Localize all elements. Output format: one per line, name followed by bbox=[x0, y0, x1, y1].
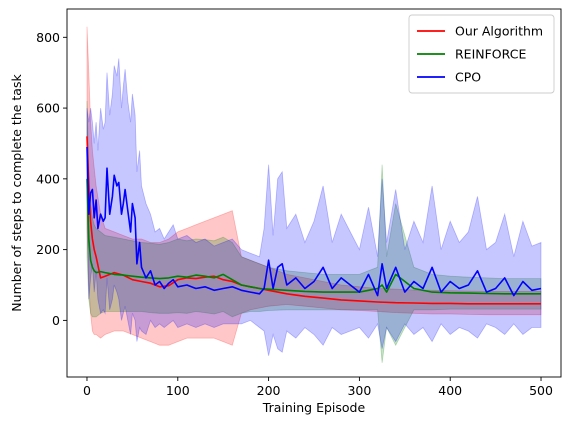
confidence-bands bbox=[86, 26, 542, 363]
y-tick-label: 600 bbox=[36, 101, 60, 116]
legend: Our Algorithm REINFORCE CPO bbox=[408, 14, 555, 94]
band-1 bbox=[86, 100, 542, 363]
x-tick-label: 400 bbox=[438, 383, 462, 398]
y-axis-label: Number of steps to complete the task bbox=[9, 74, 24, 312]
y-tick-label: 200 bbox=[36, 242, 60, 257]
y-tick-label: 400 bbox=[36, 171, 60, 186]
legend-box bbox=[408, 14, 555, 94]
legend-label: REINFORCE bbox=[455, 47, 526, 62]
series-line-2 bbox=[86, 146, 542, 297]
x-tick-label: 200 bbox=[257, 383, 281, 398]
band-2 bbox=[86, 58, 542, 356]
y-tick-label: 800 bbox=[36, 30, 60, 45]
x-tick-label: 300 bbox=[347, 383, 371, 398]
x-tick-label: 500 bbox=[529, 383, 553, 398]
y-tick-label: 0 bbox=[52, 313, 60, 328]
legend-label: CPO bbox=[455, 70, 481, 85]
x-tick-label: 100 bbox=[166, 383, 190, 398]
x-axis-ticks: 0 100 200 300 400 500 bbox=[83, 377, 553, 398]
legend-label: Our Algorithm bbox=[455, 24, 543, 39]
x-axis-label: Training Episode bbox=[262, 400, 366, 415]
y-axis-ticks: 0 200 400 600 800 bbox=[36, 30, 67, 328]
x-tick-label: 0 bbox=[83, 383, 91, 398]
band-0 bbox=[86, 26, 542, 346]
series-line-0 bbox=[86, 136, 541, 305]
series-lines bbox=[86, 136, 542, 305]
plot-area-frame bbox=[66, 8, 562, 378]
